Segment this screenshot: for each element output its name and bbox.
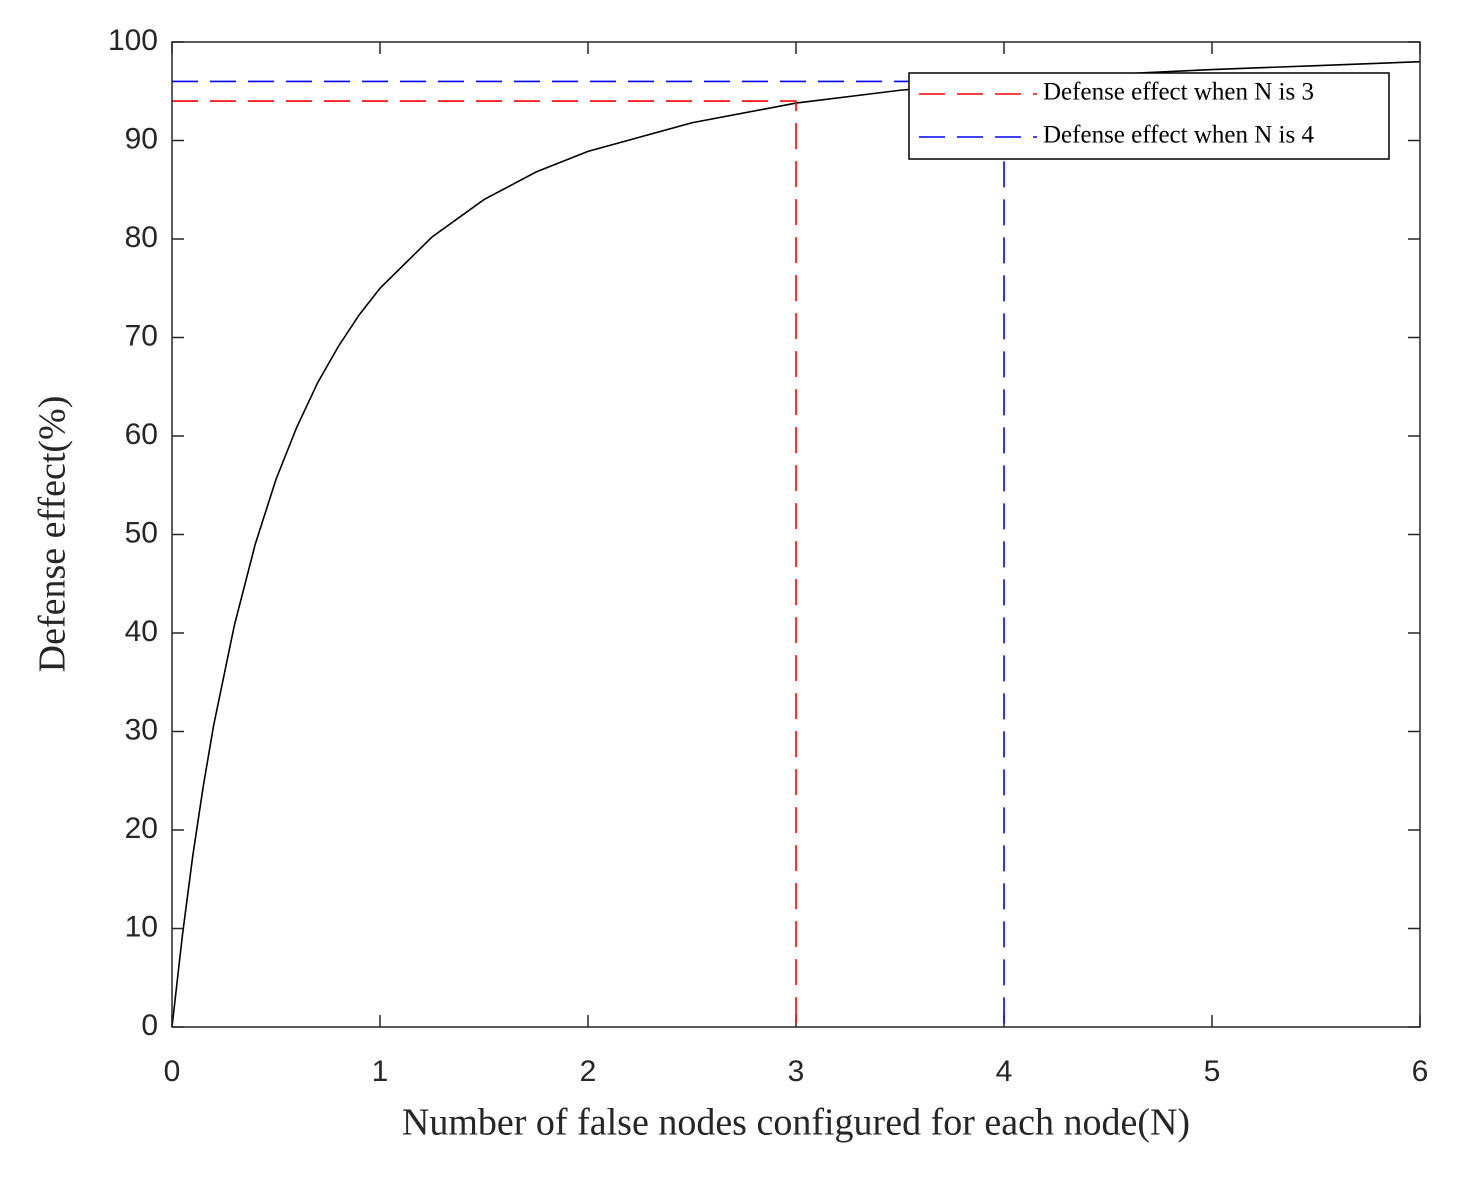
x-tick-label: 5: [1204, 1055, 1221, 1088]
y-tick-label: 10: [125, 910, 158, 943]
x-tick-label: 1: [372, 1055, 389, 1088]
y-tick-label: 30: [125, 713, 158, 746]
legend-box: [908, 72, 1390, 160]
y-tick-label: 90: [125, 122, 158, 155]
y-tick-label: 70: [125, 319, 158, 352]
x-tick-label: 0: [164, 1055, 181, 1088]
y-tick-label: 20: [125, 812, 158, 845]
y-tick-label: 50: [125, 516, 158, 549]
y-tick-label: 40: [125, 615, 158, 648]
legend-label: Defense effect when N is 4: [1043, 122, 1314, 149]
legend-label: Defense effect when N is 3: [1043, 79, 1314, 106]
y-tick-label: 80: [125, 221, 158, 254]
x-axis-label: Number of false nodes configured for eac…: [402, 1102, 1190, 1144]
x-tick-label: 4: [996, 1055, 1013, 1088]
data-line: [172, 100, 797, 1027]
y-tick-label: 0: [141, 1009, 158, 1042]
x-tick-label: 6: [1412, 1055, 1429, 1088]
y-tick-label: 60: [125, 418, 158, 451]
y-axis-label: Defense effect(%): [32, 396, 74, 673]
x-tick-label: 3: [788, 1055, 805, 1088]
plot-frame: [171, 41, 1421, 1028]
y-tick-label: 100: [108, 24, 158, 57]
x-tick-label: 2: [580, 1055, 597, 1088]
data-line: [172, 80, 1005, 1027]
